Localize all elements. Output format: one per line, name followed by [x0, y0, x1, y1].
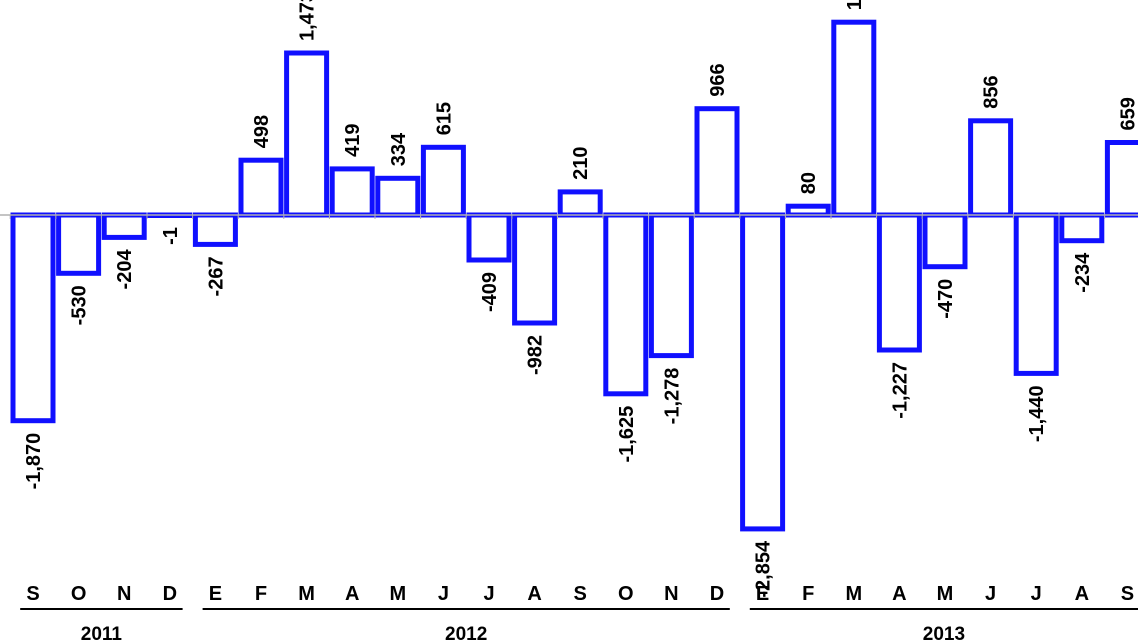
bar-6 — [284, 50, 330, 218]
month-label-13: O — [618, 583, 634, 605]
month-label-18: M — [845, 583, 862, 605]
month-label-21: J — [985, 583, 996, 605]
data-label-0: -1,870 — [23, 433, 45, 490]
bar-17 — [785, 203, 831, 218]
month-label-16: E — [756, 583, 769, 605]
data-label-21: 856 — [981, 75, 1003, 108]
bar-10 — [466, 212, 512, 263]
bar-4 — [192, 212, 238, 247]
data-label-1: -530 — [69, 285, 91, 325]
data-label-24: 659 — [1117, 97, 1138, 130]
bar-9 — [420, 144, 466, 218]
bar-20 — [922, 212, 968, 270]
year-groups: 2011 2012 2013 — [20, 608, 1138, 644]
bar-18 — [831, 19, 877, 218]
bar-8 — [375, 175, 421, 218]
month-label-24: S — [1121, 583, 1134, 605]
bar-24 — [1104, 140, 1138, 218]
month-label-2: N — [117, 583, 131, 605]
month-label-19: A — [892, 583, 906, 605]
month-label-17: F — [802, 583, 814, 605]
data-label-5: 498 — [251, 115, 273, 148]
month-label-22: J — [1031, 583, 1042, 605]
bar-2 — [101, 212, 147, 240]
data-label-4: -267 — [205, 256, 227, 296]
bar-0 — [10, 212, 56, 424]
month-label-8: M — [389, 583, 406, 605]
year-label-2013: 2013 — [923, 624, 965, 644]
month-label-3: D — [163, 583, 177, 605]
data-label-17: 80 — [798, 172, 820, 194]
data-label-9: 615 — [433, 102, 455, 135]
data-label-15: 966 — [707, 63, 729, 96]
data-label-3: -1 — [160, 227, 182, 245]
month-label-7: A — [345, 583, 359, 605]
month-label-11: A — [527, 583, 541, 605]
bar-1 — [56, 212, 102, 276]
data-label-14: -1,278 — [661, 368, 683, 425]
month-label-5: F — [255, 583, 267, 605]
month-label-12: S — [574, 583, 587, 605]
bar-22 — [1013, 212, 1059, 376]
bars-group — [10, 19, 1138, 532]
bar-14 — [648, 212, 694, 359]
bar-21 — [968, 118, 1014, 218]
data-label-23: -234 — [1072, 252, 1094, 293]
month-label-10: J — [483, 583, 494, 605]
data-label-20: -470 — [935, 279, 957, 319]
bar-19 — [876, 212, 922, 353]
year-label-2012: 2012 — [445, 624, 487, 644]
month-label-23: A — [1075, 583, 1089, 605]
zero-axis — [0, 214, 1138, 219]
bar-5 — [238, 157, 284, 218]
month-label-9: J — [438, 583, 449, 605]
bar-12 — [557, 189, 603, 218]
data-label-11: -982 — [525, 335, 547, 375]
month-label-15: D — [710, 583, 724, 605]
data-label-7: 419 — [342, 124, 364, 157]
data-label-8: 334 — [388, 132, 410, 166]
bar-13 — [603, 212, 649, 397]
month-label-4: E — [209, 583, 222, 605]
month-label-20: M — [937, 583, 954, 605]
data-label-16: -2,854 — [753, 540, 775, 598]
bar-23 — [1059, 212, 1105, 244]
data-labels-group: -1,870 -530 -204 -1 -267 498 1,473 419 334 615 -40… — [23, 0, 1138, 598]
data-label-22: -1,440 — [1026, 385, 1048, 442]
month-label-0: S — [26, 583, 39, 605]
year-label-2011: 2011 — [81, 624, 123, 644]
data-label-10: -409 — [479, 272, 501, 312]
bar-11 — [512, 212, 558, 326]
data-label-13: -1,625 — [616, 406, 638, 463]
bar-16 — [740, 212, 786, 532]
month-label-14: N — [664, 583, 678, 605]
bar-15 — [694, 106, 740, 218]
data-label-6: 1,473 — [297, 0, 319, 41]
bar-7 — [329, 166, 375, 218]
month-label-1: O — [71, 583, 87, 605]
data-label-12: 210 — [570, 147, 592, 180]
month-label-6: M — [298, 583, 315, 605]
data-label-19: -1,227 — [889, 362, 911, 419]
data-label-18: 1,753 — [844, 0, 866, 10]
data-label-2: -204 — [114, 249, 136, 290]
